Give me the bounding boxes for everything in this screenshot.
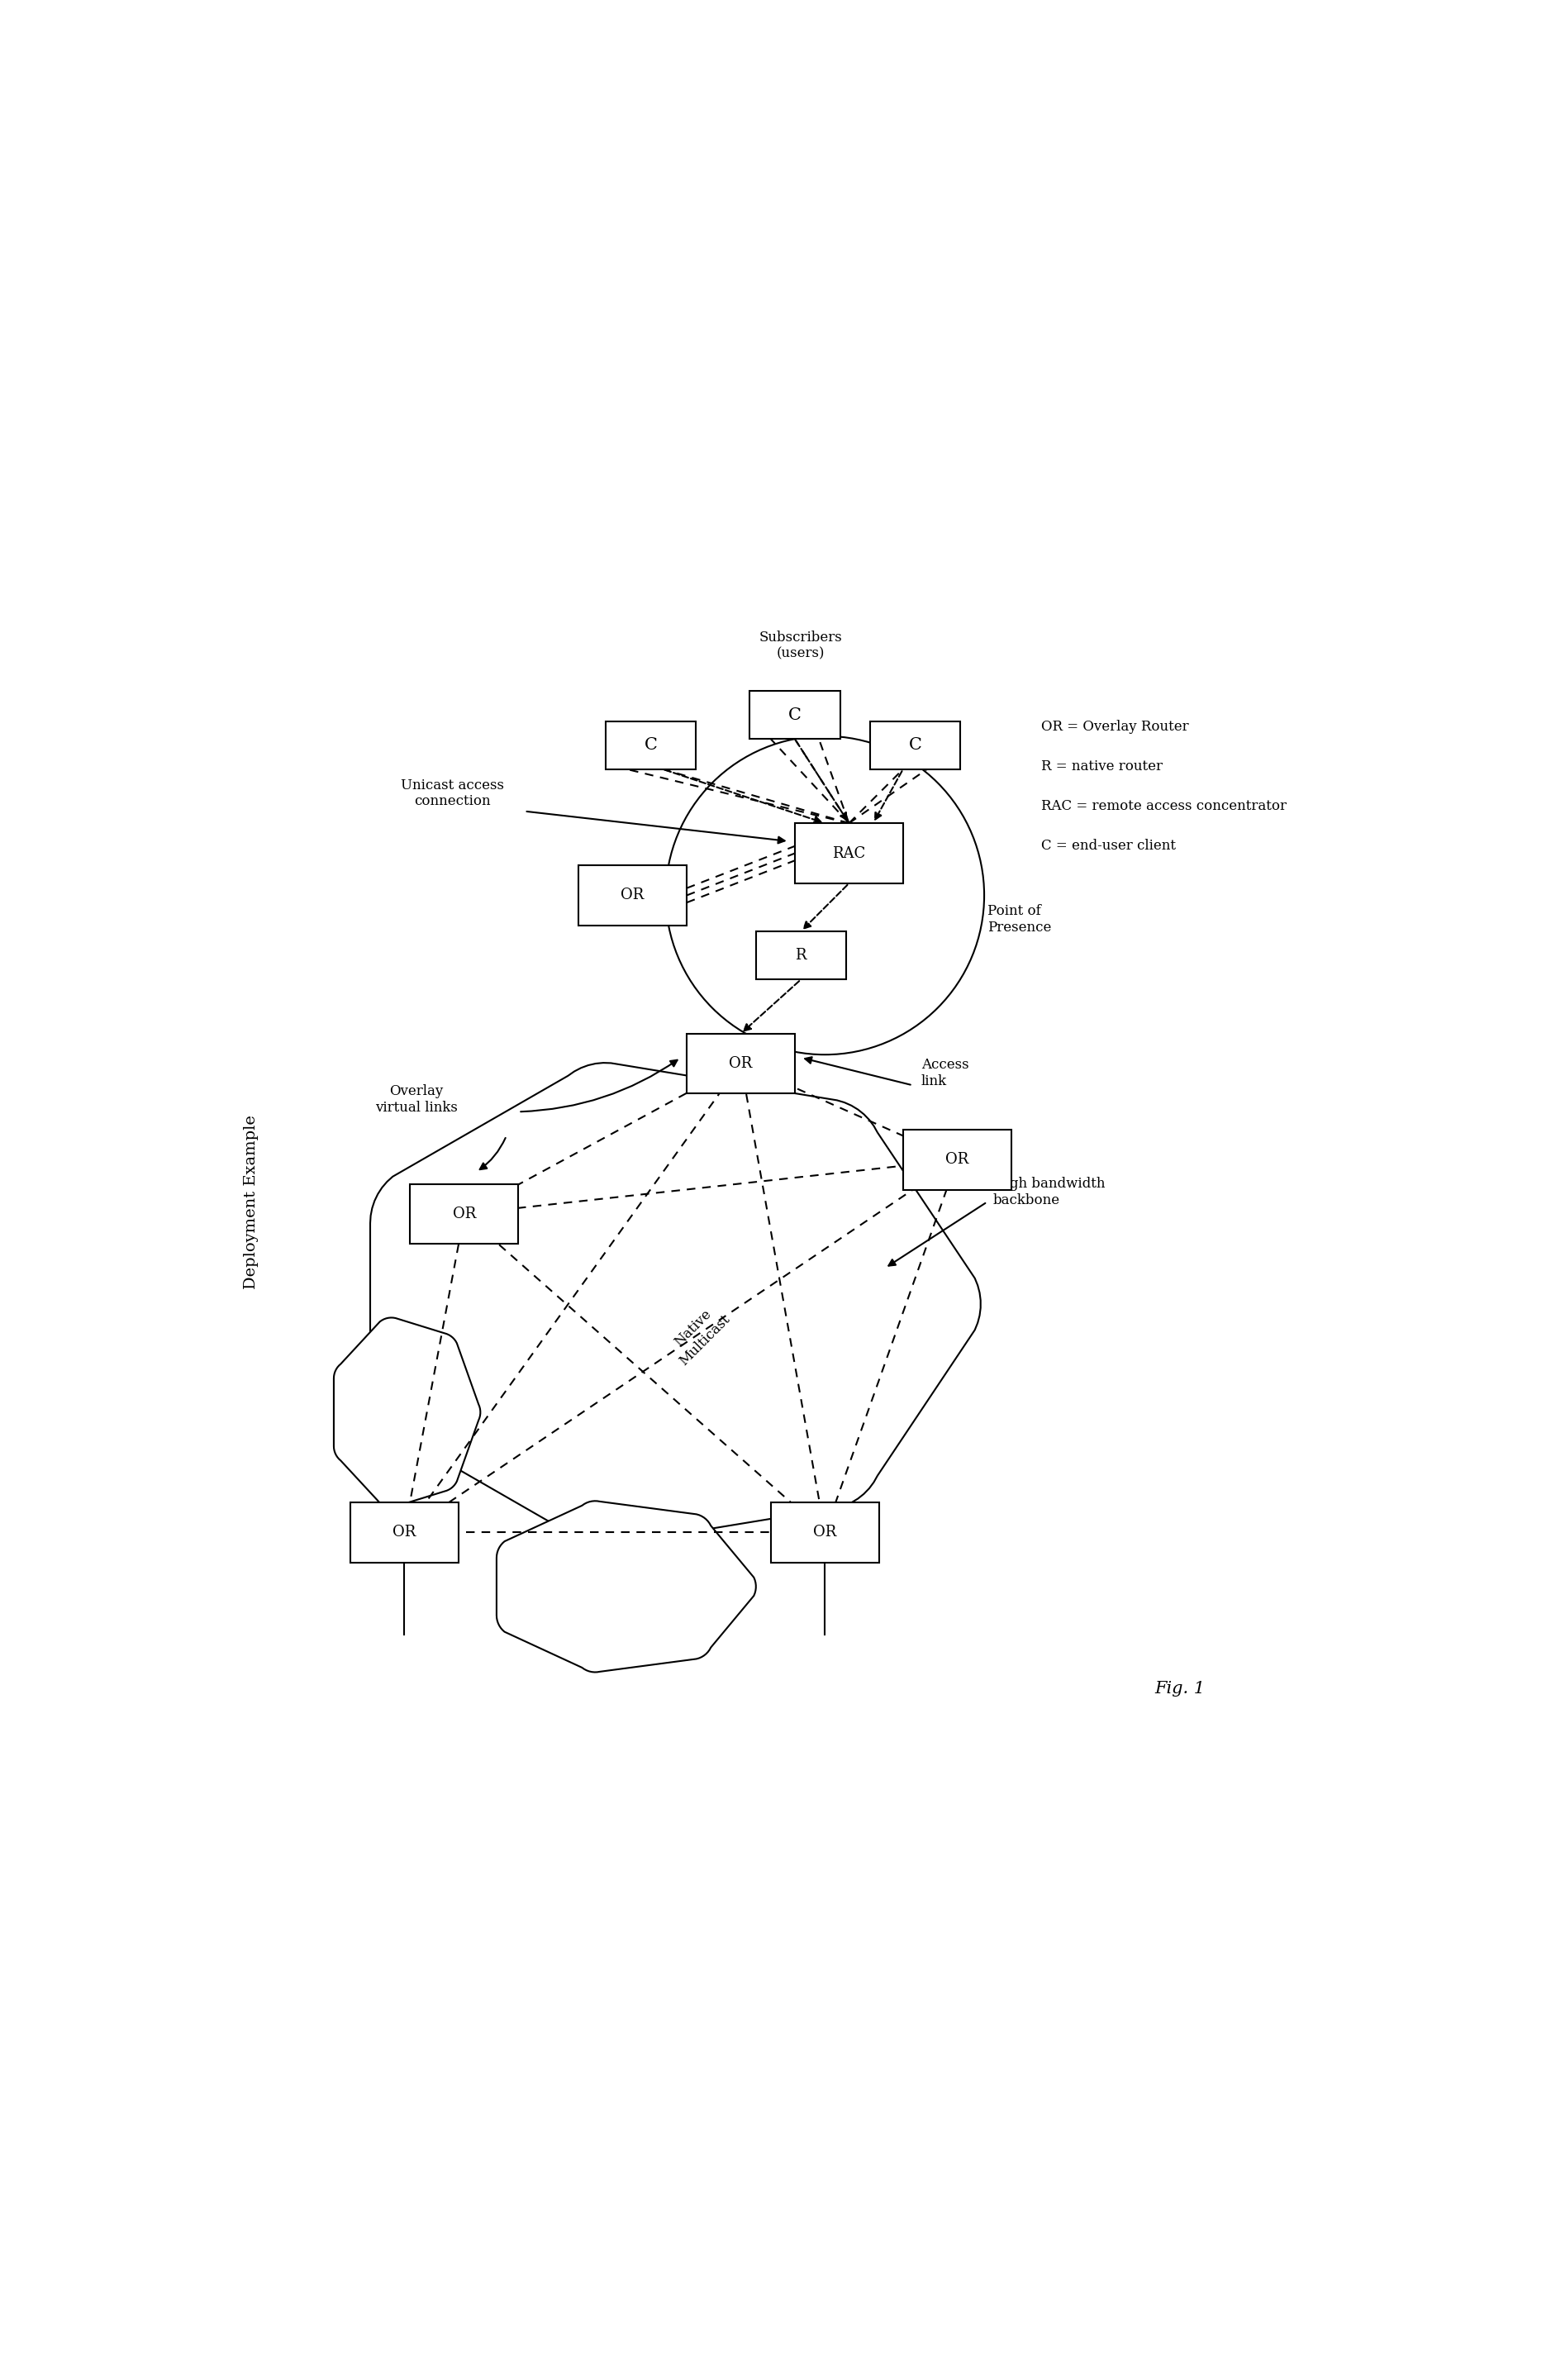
Text: R: R [796, 947, 807, 964]
Bar [870, 721, 960, 769]
Bar [351, 1502, 459, 1564]
Bar [409, 1183, 518, 1245]
Text: OR: OR [946, 1152, 969, 1166]
Text: OR: OR [813, 1526, 836, 1540]
Polygon shape [496, 1502, 755, 1673]
Bar [579, 866, 687, 926]
Text: Overlay
virtual links: Overlay virtual links [375, 1085, 458, 1114]
Text: Deployment Example: Deployment Example [244, 1114, 259, 1290]
Bar [794, 823, 903, 883]
Text: Unicast access
connection: Unicast access connection [400, 778, 504, 809]
Bar [903, 1130, 1011, 1190]
Text: RAC = remote access concentrator: RAC = remote access concentrator [1041, 800, 1287, 814]
Text: Access
link: Access link [921, 1059, 969, 1088]
Polygon shape [333, 1319, 481, 1507]
Text: C: C [644, 738, 658, 752]
Text: OR: OR [453, 1207, 476, 1221]
Bar [771, 1502, 879, 1564]
Text: OR: OR [729, 1057, 752, 1071]
Text: Point of
Presence: Point of Presence [988, 904, 1052, 935]
Bar [605, 721, 696, 769]
Bar [749, 690, 841, 740]
Text: OR = Overlay Router: OR = Overlay Router [1041, 721, 1190, 733]
Text: C = end-user client: C = end-user client [1041, 840, 1176, 852]
Text: High bandwidth
backbone: High bandwidth backbone [993, 1178, 1106, 1207]
Text: C: C [788, 707, 802, 724]
Text: OR: OR [392, 1526, 416, 1540]
Bar [755, 931, 845, 981]
Text: R = native router: R = native router [1041, 759, 1163, 774]
Text: C: C [909, 738, 921, 752]
Bar [687, 1033, 794, 1095]
Text: RAC: RAC [833, 845, 865, 862]
Text: Fig. 1: Fig. 1 [1154, 1680, 1205, 1697]
Polygon shape [371, 1064, 980, 1545]
Text: OR: OR [620, 888, 644, 902]
Text: Native
Multicast: Native Multicast [665, 1299, 732, 1368]
Text: Subscribers
(users): Subscribers (users) [760, 631, 842, 662]
